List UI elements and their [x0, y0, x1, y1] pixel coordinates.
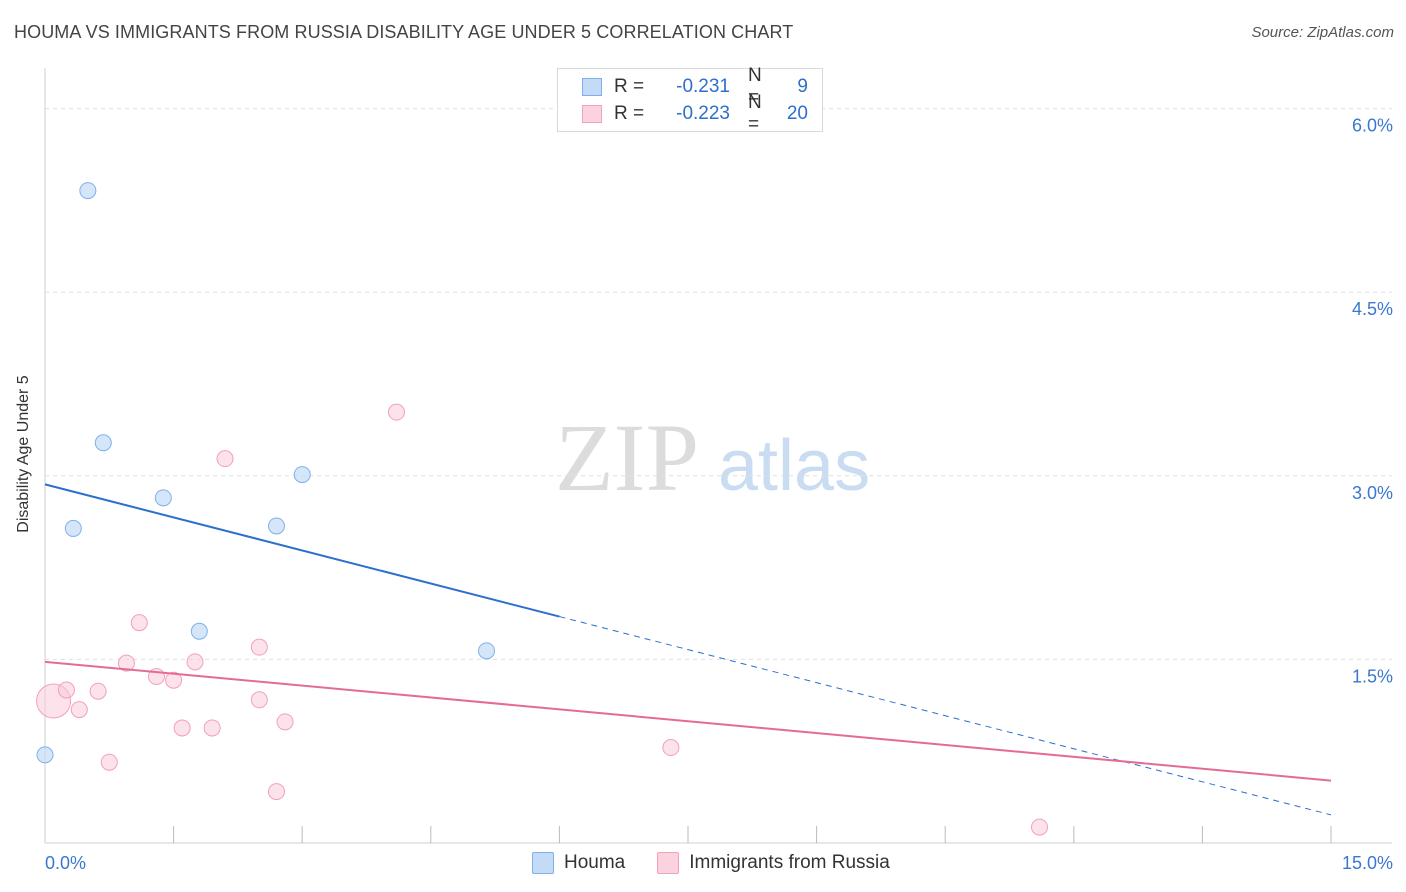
legend-row-russia: R = -0.223 N = 20: [582, 92, 808, 135]
legend-item-houma[interactable]: Houma: [532, 852, 625, 874]
russia-point: [1031, 818, 1049, 836]
houma-trend-line: [44, 483, 560, 618]
russia-point: [388, 403, 406, 421]
russia-point: [216, 450, 234, 468]
legend-item-russia[interactable]: Immigrants from Russia: [657, 852, 890, 874]
houma-point: [79, 182, 97, 200]
russia-r-label: R =: [614, 103, 645, 124]
russia-point: [57, 681, 75, 699]
houma-legend-label: Houma: [564, 852, 626, 873]
russia-n-value: 20: [786, 103, 808, 124]
houma-legend-swatch: [532, 852, 554, 874]
russia-point: [165, 671, 183, 689]
watermark-zip: ZIP: [555, 404, 699, 511]
russia-r-value: -0.223: [676, 103, 730, 124]
houma-point: [267, 517, 285, 535]
russia-point: [250, 691, 268, 709]
legend-row-houma: R = -0.231 N = 9: [582, 65, 808, 108]
houma-point: [94, 434, 112, 452]
russia-point: [70, 701, 88, 719]
y-tick-label: 3.0%: [1352, 483, 1393, 503]
russia-point: [250, 638, 268, 656]
houma-trend-extension: [559, 616, 1332, 816]
russia-trend-line: [44, 660, 1332, 782]
y-tick-label: 1.5%: [1352, 666, 1393, 686]
russia-point: [203, 719, 221, 737]
chart-title: HOUMA VS IMMIGRANTS FROM RUSSIA DISABILI…: [14, 22, 794, 42]
russia-point: [100, 753, 118, 771]
russia-point: [89, 682, 107, 700]
houma-point: [478, 642, 496, 660]
russia-point: [173, 719, 191, 737]
houma-point: [190, 622, 208, 640]
houma-point: [293, 466, 311, 484]
watermark-atlas: atlas: [718, 426, 870, 506]
russia-point: [267, 783, 285, 801]
houma-point: [36, 746, 54, 764]
x-tick-label: 0.0%: [45, 853, 86, 873]
correlation-legend: R = -0.231 N = 9 R = -0.223 N = 20: [557, 65, 823, 135]
russia-point: [130, 614, 148, 632]
series-legend: Houma Immigrants from Russia: [532, 852, 922, 874]
y-axis-label: Disability Age Under 5: [15, 375, 32, 533]
russia-point: [117, 654, 135, 672]
houma-r-value: -0.231: [676, 76, 730, 97]
russia-point: [276, 713, 294, 731]
houma-point: [64, 519, 82, 537]
russia-point: [186, 653, 204, 671]
source-label: Source: ZipAtlas.com: [1251, 24, 1394, 41]
russia-point: [662, 739, 680, 757]
houma-n-value: 9: [797, 76, 808, 97]
houma-n-label: N =: [748, 65, 762, 108]
houma-swatch: [582, 78, 602, 96]
y-tick-label: 4.5%: [1352, 299, 1393, 319]
x-tick-label: 15.0%: [1342, 853, 1393, 873]
russia-legend-swatch: [657, 852, 680, 874]
y-tick-label: 6.0%: [1352, 116, 1393, 136]
russia-legend-label: Immigrants from Russia: [689, 852, 890, 873]
russia-n-label: N =: [748, 92, 762, 135]
houma-point: [154, 489, 172, 507]
russia-swatch: [582, 105, 602, 123]
houma-r-label: R =: [614, 76, 645, 97]
